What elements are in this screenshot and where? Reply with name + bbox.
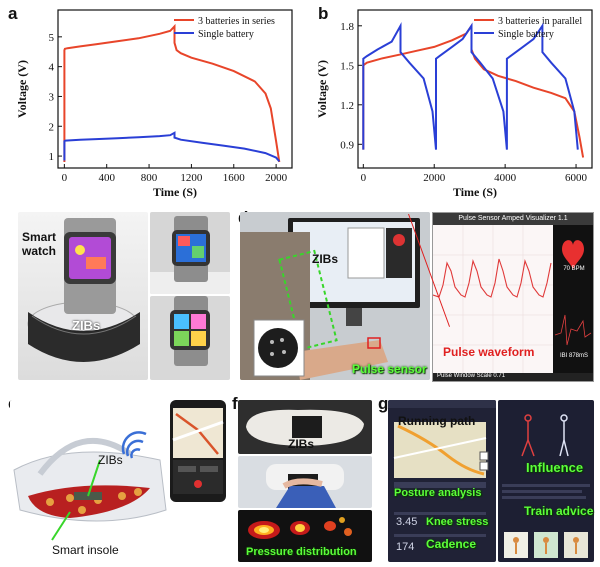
series-line-1 [63,23,281,163]
x-axis-label: Time (S) [153,185,197,199]
panel-label-f: f [232,394,238,413]
photo-watch-top [150,212,230,294]
x-axis-label: Time (S) [453,185,497,199]
series-line-1 [362,22,585,158]
x-tick-label: 2000 [423,172,446,184]
running-path-label: Running path [398,414,476,428]
posture-analysis-label: Posture analysis [394,487,482,499]
stat-value-1: 3.45 [396,516,418,528]
y-tick-label: 1.8 [340,21,354,33]
x-tick-label: 1200 [180,172,203,184]
running-app-left [388,400,496,537]
insole-top-view [246,409,364,446]
x-tick-label: 2000 [265,172,288,184]
y-tick-label: 1.5 [340,60,354,72]
chart-a: 0 400 800 1200 1600 2000 1 2 3 4 5 Time (S) Voltage … [15,9,293,199]
watch-screen-1 [150,216,230,294]
zibs-label-f: ZIBs [288,437,315,451]
photo-watch-arm [18,212,148,380]
y-tick-label: 1 [49,151,55,163]
plot-frame [57,9,293,169]
app-screen-left [388,400,496,562]
y-tick-label: 4 [49,62,55,74]
series-line-2 [63,131,281,163]
shoe-illustration [10,400,170,560]
phone-screen [170,400,226,502]
watch-zibs-illustration [27,218,140,362]
pressure-map [238,510,372,562]
photo-watch-bottom [150,296,230,380]
zibs-label-c: ZIBs [72,318,101,333]
panel-label-b: b [318,4,329,23]
x-tick-label: 4000 [494,172,517,184]
panel-label-g: g [378,394,389,413]
y-tick-label: 1.2 [340,100,354,112]
y-axis-label: Voltage (V) [315,60,329,118]
train-advice-label: Train advice [524,504,594,518]
smart-insole-shoe [13,431,167,541]
legend-label-1: 3 batteries in series [198,16,275,27]
insole-hand-view [266,464,344,508]
phone-map [172,408,224,494]
photo-insole-hand [238,456,372,508]
x-tick-label: 6000 [565,172,588,184]
x-tick-label: 1600 [223,172,246,184]
cadence-label: Cadence [426,537,477,551]
photo-insole-zibs [238,400,372,454]
x-tick-label: 800 [141,172,158,184]
panel-label-a: a [8,4,18,23]
running-app-right [502,414,590,558]
x-tick-label: 400 [98,172,115,184]
y-tick-label: 0.9 [340,139,354,151]
y-tick-label: 5 [49,32,55,44]
y-axis-label: Voltage (V) [15,60,29,118]
pressure-heatmap [248,517,352,539]
influence-label: Influence [526,460,584,475]
photo-pulse-setup [240,212,430,380]
legend-label-1: 3 batteries in parallel [498,16,582,27]
pressure-distribution-label: Pressure distribution [246,546,357,558]
watch-screen-2 [170,296,210,366]
pulse-window-scale: Pulse Window Scale 0.71 [437,373,506,379]
stat-value-2: 174 [396,541,415,553]
pulse-sensor-label: Pulse sensor [352,362,427,376]
knee-stress-label: Knee stress [426,516,489,528]
bpm-readout: 70 BPM [563,266,585,272]
chart-b: 0 2000 4000 6000 0.9 1.2 1.5 1.8 Time (S) Voltage… [315,9,593,199]
plot-frame [357,9,593,169]
legend-label-2: Single battery [198,29,254,40]
ibi-readout: IBI 878mS [559,353,588,359]
zibs-label-e: ZIBs [98,453,123,467]
pulse-waveform-label: Pulse waveform [443,345,535,359]
smart-watch-label: Smart watch [22,230,57,258]
x-tick-label: 0 [62,172,68,184]
app-screen-right [498,400,594,562]
pulse-waveform-plot [433,225,593,381]
legend-label-2: Single battery [498,29,554,40]
x-tick-label: 0 [361,172,367,184]
series-line-2 [362,21,579,150]
visualizer-title: Pulse Sensor Amped Visualizer 1.1 [433,213,593,225]
y-tick-label: 2 [49,121,55,133]
y-tick-label: 3 [49,91,55,103]
zibs-label-d: ZIBs [312,252,339,266]
visualizer-window: Pulse Sensor Amped Visualizer 1.1 70 BPM… [432,212,594,382]
smart-insole-label: Smart insole [52,543,119,557]
pulse-setup-illustration [240,212,430,380]
